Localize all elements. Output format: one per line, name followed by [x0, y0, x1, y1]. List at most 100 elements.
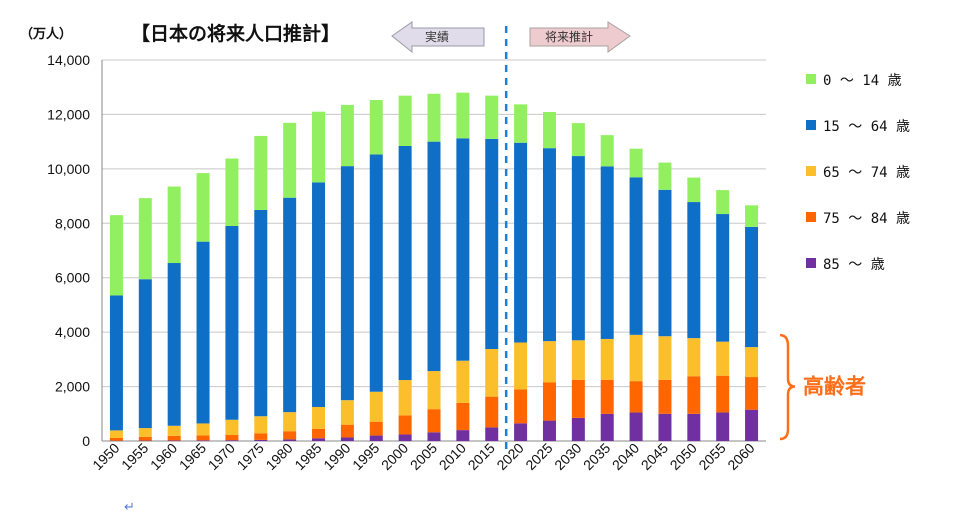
bar-segment [225, 226, 239, 420]
bar-segment [456, 402, 470, 431]
x-tick-label: 1975 [234, 440, 267, 473]
x-tick-label: 2040 [609, 440, 642, 473]
x-tick-label: 2030 [551, 440, 584, 473]
legend-swatch [806, 166, 816, 176]
bar-segment [600, 413, 614, 441]
bar-stacks [109, 92, 759, 441]
legend-label: 15 ～ 64 歳 [823, 119, 910, 135]
y-tick-label: 12,000 [47, 106, 90, 122]
bar-segment [716, 375, 730, 413]
bar-segment [427, 409, 441, 433]
bar-segment [254, 416, 268, 434]
bar-segment [340, 104, 354, 167]
bar-segment [398, 434, 412, 441]
bar-segment [542, 148, 556, 342]
paragraph-return-mark: ↵ [124, 500, 135, 515]
legend-swatch [806, 212, 816, 222]
y-tick-label: 14,000 [47, 52, 90, 68]
bar-segment [514, 104, 528, 143]
bar-segment [745, 205, 759, 227]
bar-segment [600, 338, 614, 380]
bar-segment [196, 241, 210, 424]
x-tick-label: 2025 [522, 440, 555, 473]
x-tick-label: 1970 [205, 440, 238, 473]
y-tick-label: 8,000 [55, 215, 90, 231]
bar-segment [283, 412, 297, 432]
bar-segment [283, 431, 297, 440]
y-tick-label: 4,000 [55, 324, 90, 340]
x-tick-label: 1980 [262, 440, 295, 473]
bar-segment [138, 436, 152, 441]
bar-segment [485, 427, 499, 441]
bar-segment [196, 435, 210, 441]
legend-swatch [806, 120, 816, 130]
bar-segment [196, 173, 210, 242]
y-unit-label: （万人） [20, 26, 72, 42]
bar-segment [745, 377, 759, 410]
bar-segment [485, 396, 499, 428]
elderly-bracket-label: 高齢者 [803, 375, 866, 399]
bar-segment [225, 435, 239, 441]
bar-segment [254, 135, 268, 210]
bar-segment [369, 100, 383, 155]
bar-segment [196, 440, 210, 441]
bar-segment [456, 430, 470, 441]
bar-segment [167, 435, 181, 441]
bar-segment [658, 413, 672, 441]
legend-swatch [806, 258, 816, 268]
bar-segment [340, 400, 354, 425]
x-tick-label: 2010 [436, 440, 469, 473]
x-tick-label: 2015 [465, 440, 498, 473]
x-tick-label: 1955 [118, 440, 151, 473]
bar-segment [571, 340, 585, 380]
bar-segment [138, 279, 152, 429]
bar-segment [283, 439, 297, 441]
forecast-arrow: 将来推計 [529, 21, 631, 53]
bar-segment [109, 215, 123, 296]
bar-segment [340, 424, 354, 438]
bar-segment [571, 417, 585, 441]
bar-segment [340, 437, 354, 441]
bar-segment [571, 123, 585, 157]
bar-segment [571, 379, 585, 418]
bar-segment [398, 145, 412, 381]
bar-segment [254, 433, 268, 440]
x-tick-label: 2060 [724, 440, 757, 473]
bar-segment [254, 439, 268, 441]
bar-segment [658, 189, 672, 337]
bar-segment [600, 135, 614, 167]
actual-arrow: 実績 [391, 21, 485, 54]
legend-label: 75 ～ 84 歳 [823, 211, 910, 227]
bar-segment [629, 412, 643, 441]
bar-segment [514, 389, 528, 424]
legend: 0 ～ 14 歳 15 ～ 64 歳 65 ～ 74 歳 75 ～ 84 歳 85 ～ … [806, 73, 910, 273]
bar-segment [312, 111, 326, 183]
bar-segment [485, 138, 499, 350]
bar-segment [600, 166, 614, 339]
actual-arrow-label: 実績 [425, 29, 449, 44]
bar-segment [485, 95, 499, 139]
bar-segment [138, 198, 152, 280]
bar-segment [716, 214, 730, 342]
bar-segment [254, 209, 268, 417]
x-tick-label: 2050 [667, 440, 700, 473]
bar-segment [687, 338, 701, 377]
bar-segment [427, 141, 441, 372]
bar-segment [687, 376, 701, 414]
bar-segment [687, 177, 701, 203]
legend-label: 65 ～ 74 歳 [823, 165, 910, 181]
x-axis-ticks: 1950195519601965197019751980198519901995… [89, 440, 758, 473]
x-tick-label: 1995 [349, 440, 382, 473]
bar-segment [716, 190, 730, 215]
bar-segment [716, 341, 730, 376]
bar-segment [629, 148, 643, 178]
x-tick-label: 1960 [147, 440, 180, 473]
bar-segment [167, 186, 181, 264]
bar-segment [312, 406, 326, 429]
bar-segment [542, 341, 556, 383]
bar-segment [312, 428, 326, 439]
bar-segment [312, 438, 326, 441]
bar-segment [167, 263, 181, 426]
bar-segment [398, 95, 412, 146]
bar-segment [658, 336, 672, 380]
